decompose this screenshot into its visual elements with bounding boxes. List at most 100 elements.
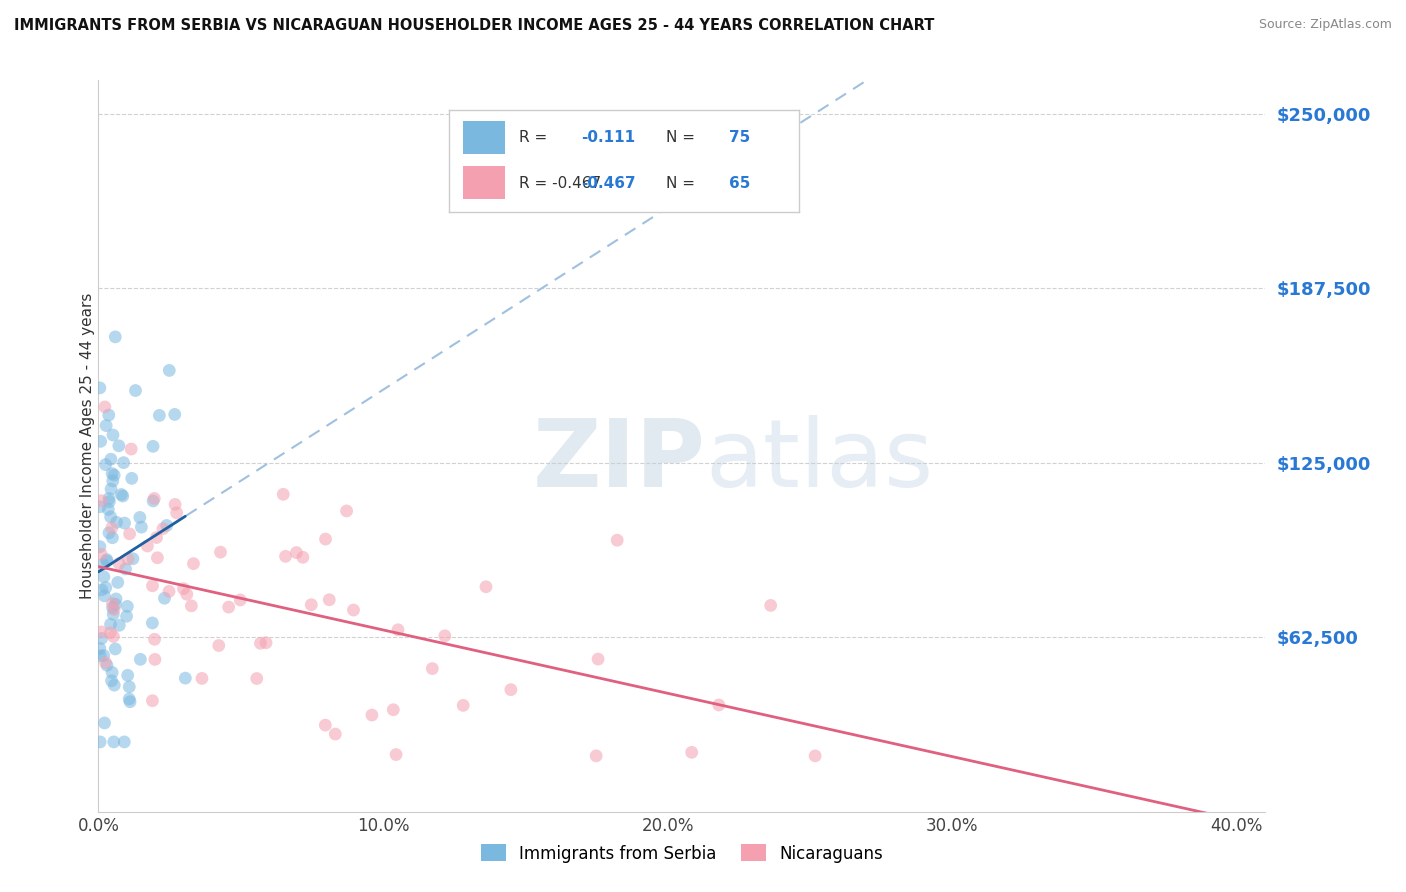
Point (173, 582, 195, 596)
Point (141, 579, 163, 593)
Point (103, 602, 125, 616)
Point (94, 400, 117, 414)
Point (136, 539, 159, 553)
Point (382, 703, 405, 717)
Point (122, 551, 145, 566)
Point (90, 624, 112, 639)
Point (117, 599, 139, 614)
Point (336, 504, 359, 518)
Point (142, 494, 165, 508)
Point (218, 600, 240, 615)
Point (93, 715, 115, 730)
Point (100, 482, 122, 496)
Point (315, 532, 337, 546)
Point (191, 672, 214, 686)
Point (100, 617, 122, 632)
Point (103, 468, 125, 483)
Point (141, 615, 163, 630)
Point (89, 641, 111, 656)
Point (141, 694, 163, 708)
Point (111, 489, 134, 503)
Point (103, 678, 125, 692)
Point (93, 648, 115, 663)
Point (105, 591, 128, 606)
Point (143, 491, 166, 506)
Point (174, 671, 197, 685)
Point (103, 630, 125, 644)
Point (96, 554, 118, 568)
Point (93, 570, 115, 584)
Point (117, 552, 139, 566)
Point (254, 636, 277, 650)
Point (118, 526, 141, 541)
Point (89, 735, 111, 749)
Point (707, 698, 730, 712)
Point (208, 639, 231, 653)
Point (112, 735, 135, 749)
Point (103, 735, 125, 749)
Point (804, 748, 827, 763)
Text: Source: ZipAtlas.com: Source: ZipAtlas.com (1258, 18, 1392, 31)
Point (101, 600, 124, 615)
Point (143, 632, 166, 647)
Point (101, 467, 124, 481)
Point (148, 409, 170, 423)
Point (98, 494, 121, 508)
Point (91, 558, 114, 572)
Point (114, 516, 136, 530)
Y-axis label: Householder Income Ages 25 - 44 years: Householder Income Ages 25 - 44 years (80, 293, 94, 599)
Point (314, 718, 336, 732)
Point (121, 471, 143, 485)
Point (153, 591, 176, 606)
Point (128, 510, 150, 524)
Point (131, 520, 153, 534)
Point (318, 592, 340, 607)
Point (157, 363, 180, 377)
Point (291, 550, 314, 565)
Point (105, 516, 128, 530)
Point (586, 652, 609, 666)
Point (145, 531, 167, 545)
Point (249, 636, 271, 650)
Point (451, 698, 474, 713)
Point (499, 682, 522, 697)
Point (89, 381, 111, 395)
Point (100, 510, 122, 524)
Point (97, 502, 120, 516)
Point (163, 408, 186, 422)
Point (89, 540, 111, 554)
Point (229, 593, 252, 607)
Point (97, 408, 120, 422)
Point (342, 603, 364, 617)
Point (271, 487, 294, 501)
Point (96, 552, 118, 566)
Point (104, 330, 127, 344)
Point (100, 673, 122, 688)
Point (90, 547, 112, 561)
Point (90, 493, 112, 508)
Point (89, 500, 111, 514)
Point (96, 658, 118, 673)
Point (180, 599, 202, 613)
Point (93, 589, 115, 603)
Point (103, 607, 125, 622)
Point (101, 665, 124, 680)
Point (120, 442, 142, 456)
Point (146, 550, 169, 565)
Point (97, 491, 120, 506)
Point (100, 625, 122, 640)
Point (274, 549, 297, 564)
Point (129, 652, 152, 666)
Point (112, 456, 135, 470)
Text: ZIP: ZIP (533, 415, 706, 507)
Point (209, 545, 232, 559)
Point (142, 439, 165, 453)
Point (114, 562, 136, 576)
Point (152, 522, 174, 536)
Point (475, 580, 498, 594)
Text: IMMIGRANTS FROM SERBIA VS NICARAGUAN HOUSEHOLDER INCOME AGES 25 - 44 YEARS CORRE: IMMIGRANTS FROM SERBIA VS NICARAGUAN HOU… (14, 18, 935, 33)
Point (101, 474, 124, 488)
Point (101, 531, 124, 545)
Point (94, 656, 117, 670)
Point (157, 584, 180, 599)
